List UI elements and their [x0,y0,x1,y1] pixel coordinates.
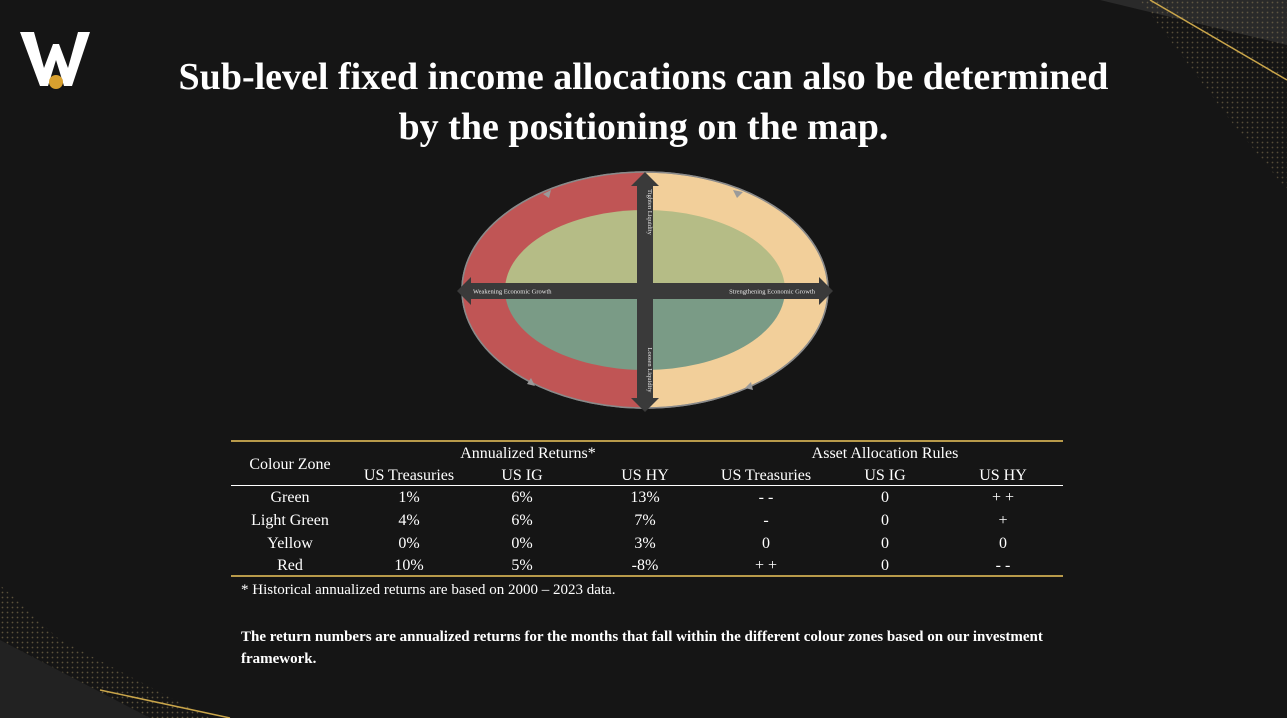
table-cell: 6% [511,512,533,529]
axis-arrow-right [819,277,833,305]
row-zone-green: Green [270,489,310,506]
table-cell: 0 [762,535,770,552]
subheader-rules-ig: US IG [864,467,906,484]
table-cell: + [998,512,1008,529]
table-cell: 5% [511,557,533,574]
axis-label-bottom: Loosen Liquidity [646,348,653,394]
investment-map-diagram: Weakening Economic Growth Strengthening … [457,171,833,412]
explanatory-note: The return numbers are annualized return… [241,629,1043,667]
allocation-table: Colour Zone Annualized Returns* Asset Al… [231,440,1063,578]
table-cell: - - [758,489,774,506]
table-cell: - - [995,557,1011,574]
table-cell: - [763,512,769,529]
axis-label-top: Tighten Liquidity [646,189,653,236]
table-cell: 0% [511,535,533,552]
axis-arrow-down [631,398,659,412]
title-line-1: Sub-level fixed income allocations can a… [178,56,1109,98]
subheader-returns-ig: US IG [501,467,543,484]
slide-title: Sub-level fixed income allocations can a… [0,52,1287,152]
axis-arrow-left [457,277,471,305]
table-cell: 4% [398,512,420,529]
footnote: * Historical annualized returns are base… [241,582,616,598]
header-allocation-rules: Asset Allocation Rules [811,445,959,462]
subheader-rules-ust: US Treasuries [720,467,812,484]
axis-label-left: Weakening Economic Growth [473,289,552,296]
row-zone-red: Red [277,557,303,574]
table-cell: 10% [394,557,424,574]
subheader-returns-hy: US HY [621,467,669,484]
table-cell: 1% [398,489,420,506]
table-cell: 0 [881,535,889,552]
table-cell: 0% [398,535,420,552]
table-cell: 0 [881,557,889,574]
axis-arrow-up [631,172,659,186]
table-cell: 0 [881,512,889,529]
table-cell: 3% [634,535,656,552]
row-zone-light-green: Light Green [251,512,329,529]
title-line-2: by the positioning on the map. [398,106,889,148]
header-colour-zone: Colour Zone [249,456,331,473]
subheader-returns-ust: US Treasuries [363,467,455,484]
table-cell: 6% [511,489,533,506]
axis-label-right: Strengthening Economic Growth [729,289,816,296]
header-annualized-returns: Annualized Returns* [460,445,596,462]
table-cell: 13% [630,489,660,506]
table-cell: 0 [881,489,889,506]
row-zone-yellow: Yellow [267,535,313,552]
subheader-rules-hy: US HY [979,467,1027,484]
table-cell: 7% [634,512,656,529]
table-cell: + + [991,489,1015,506]
growth-axis [469,283,821,299]
company-logo [20,32,90,89]
table-cell: + + [754,557,778,574]
table-cell: 0 [999,535,1007,552]
table-cell: -8% [631,557,659,574]
